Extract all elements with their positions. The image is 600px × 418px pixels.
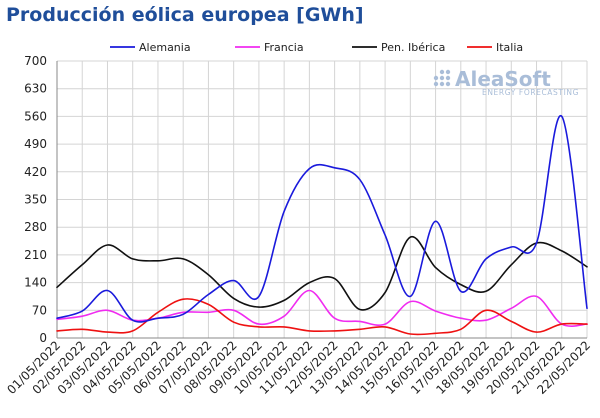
y-tick-label: 70 [32, 303, 47, 317]
series-line-francia [56, 289, 588, 327]
watermark-tagline: ENERGY FORECASTING [482, 88, 579, 97]
axis-layer: 07014021028035042049056063070001/05/2022… [4, 54, 593, 397]
chart-title: Producción eólica europea [GWh] [6, 4, 364, 26]
y-tick-label: 0 [39, 331, 47, 345]
y-tick-label: 490 [24, 137, 47, 151]
legend-label: Pen. Ibérica [381, 41, 445, 54]
y-tick-label: 280 [24, 220, 47, 234]
series-layer [56, 115, 588, 336]
legend-label: Francia [264, 41, 304, 54]
grid-layer [56, 60, 588, 339]
y-tick-label: 630 [24, 82, 47, 96]
series-line-alemania [56, 115, 588, 323]
y-tick-label: 210 [24, 248, 47, 262]
aleasoft-logo-icon [433, 69, 451, 87]
y-tick-label: 350 [24, 193, 47, 207]
series-line-italia [56, 298, 588, 336]
legend-label: Italia [496, 41, 523, 54]
legend: Alemania Francia Pen. Ibérica Italia [110, 41, 523, 54]
aleasoft-watermark: AleaSoft ENERGY FORECASTING [433, 67, 579, 97]
watermark-brand: AleaSoft [455, 67, 551, 91]
y-tick-label: 140 [24, 276, 47, 290]
y-tick-label: 560 [24, 109, 47, 123]
y-tick-label: 700 [24, 54, 47, 68]
series-line-pen-iberica [56, 236, 588, 311]
legend-label: Alemania [139, 41, 191, 54]
y-tick-label: 420 [24, 165, 47, 179]
